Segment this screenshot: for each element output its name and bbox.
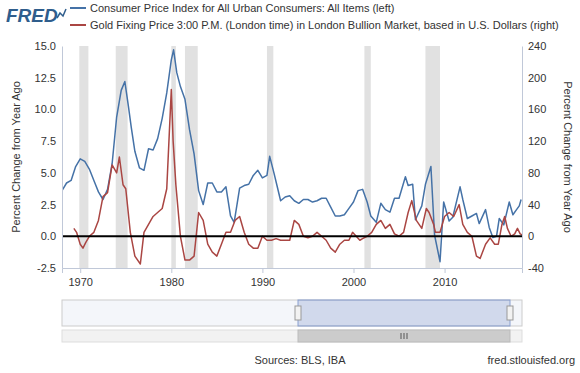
tick: 15.0 — [35, 40, 62, 52]
tick-label: 80 — [528, 167, 540, 179]
tick: 1990 — [251, 268, 275, 288]
tick: 10.0 — [35, 103, 62, 115]
logo: FRED — [6, 5, 66, 26]
tick: 1970 — [68, 268, 92, 288]
tick-label: 2.5 — [41, 199, 56, 211]
logo-text: FRED — [6, 5, 58, 26]
navigator — [62, 300, 522, 342]
tick-mark — [445, 268, 446, 273]
tick: 40 — [522, 199, 540, 211]
tick-label: 1990 — [251, 276, 275, 288]
tick-label: 160 — [528, 103, 546, 115]
tick: 120 — [522, 135, 546, 147]
x-axis: 1970 1980 1990 2000 2010 — [63, 268, 523, 288]
legend-label: Gold Fixing Price 3:00 P.M. (London time… — [90, 19, 559, 31]
y2-axis-title: Percent Change from Year Ago — [562, 81, 574, 233]
credit: fred.stlouisfed.org — [488, 354, 575, 366]
tick-label: -2.5 — [37, 262, 56, 274]
axis-line — [63, 269, 523, 274]
y-axis: -2.5 0.0 2.5 5.0 7.5 10.0 12.5 15.0 — [35, 40, 63, 274]
tick: 240 — [522, 40, 546, 52]
tick: -40 — [522, 262, 544, 274]
tick: 2010 — [433, 268, 457, 288]
source: Sources: BLS, IBA — [254, 354, 346, 366]
y2-axis: -40 0 40 80 120 160 200 240 — [522, 40, 546, 274]
tick: -2.5 — [37, 262, 62, 274]
tick-label: -40 — [528, 262, 544, 274]
tick-label: 12.5 — [35, 72, 56, 84]
tick-mark — [353, 268, 354, 273]
axis-line — [522, 47, 523, 269]
scrollbar-grip — [404, 333, 405, 339]
tick: 2.5 — [41, 199, 62, 211]
logo-icon-line — [57, 9, 66, 18]
tick: 1980 — [160, 268, 184, 288]
legend-swatch — [70, 24, 86, 26]
navigator-handle — [295, 306, 301, 320]
tick: 12.5 — [35, 72, 62, 84]
navigator-selection — [298, 300, 510, 326]
tick-label: 120 — [528, 135, 546, 147]
tick: 0.0 — [41, 230, 62, 242]
tick-label: 2000 — [342, 276, 366, 288]
legend-label: Consumer Price Index for All Urban Consu… — [90, 2, 394, 14]
tick-label: 1970 — [68, 276, 92, 288]
tick-mark — [171, 268, 172, 273]
logo-icon — [57, 7, 66, 22]
tick: 5.0 — [41, 167, 62, 179]
recession-band — [116, 46, 128, 268]
recession-band — [425, 46, 440, 268]
chart-svg: 19701980199020002010-2.50.02.55.07.510.0… — [0, 0, 580, 373]
reference-line — [62, 235, 522, 237]
scrollbar-track — [62, 330, 522, 342]
tick: 80 — [522, 167, 540, 179]
tick-label: 240 — [528, 40, 546, 52]
chart-root: 19701980199020002010-2.50.02.55.07.510.0… — [0, 0, 580, 373]
tick-label: 15.0 — [35, 40, 56, 52]
legend-swatch — [70, 7, 86, 9]
tick: 0 — [522, 230, 534, 242]
tick-mark — [80, 268, 81, 273]
plot-area — [62, 46, 522, 268]
tick-label: 1980 — [160, 276, 184, 288]
recession-band — [79, 46, 88, 268]
tick-label: 40 — [528, 199, 540, 211]
navigator-track — [62, 300, 522, 326]
tick-mark — [262, 268, 263, 273]
tick-label: 10.0 — [35, 103, 56, 115]
tick-label: 5.0 — [41, 167, 56, 179]
scrollbar-grip — [407, 333, 408, 339]
legend: Consumer Price Index for All Urban Consu… — [70, 2, 559, 31]
tick-label: 0.0 — [41, 230, 56, 242]
tick: 200 — [522, 72, 546, 84]
tick: 160 — [522, 103, 546, 115]
navigator-handle — [507, 306, 513, 320]
series-line — [74, 90, 522, 264]
axis-line — [62, 47, 63, 269]
tick-label: 2010 — [433, 276, 457, 288]
tick-label: 0 — [528, 230, 534, 242]
tick: 7.5 — [41, 135, 62, 147]
tick-label: 7.5 — [41, 135, 56, 147]
tick-label: 200 — [528, 72, 546, 84]
scrollbar-thumb — [298, 330, 510, 342]
tick: 2000 — [342, 268, 366, 288]
y-axis-title: Percent Change from Year Ago — [10, 81, 22, 233]
scrollbar-grip — [401, 333, 402, 339]
